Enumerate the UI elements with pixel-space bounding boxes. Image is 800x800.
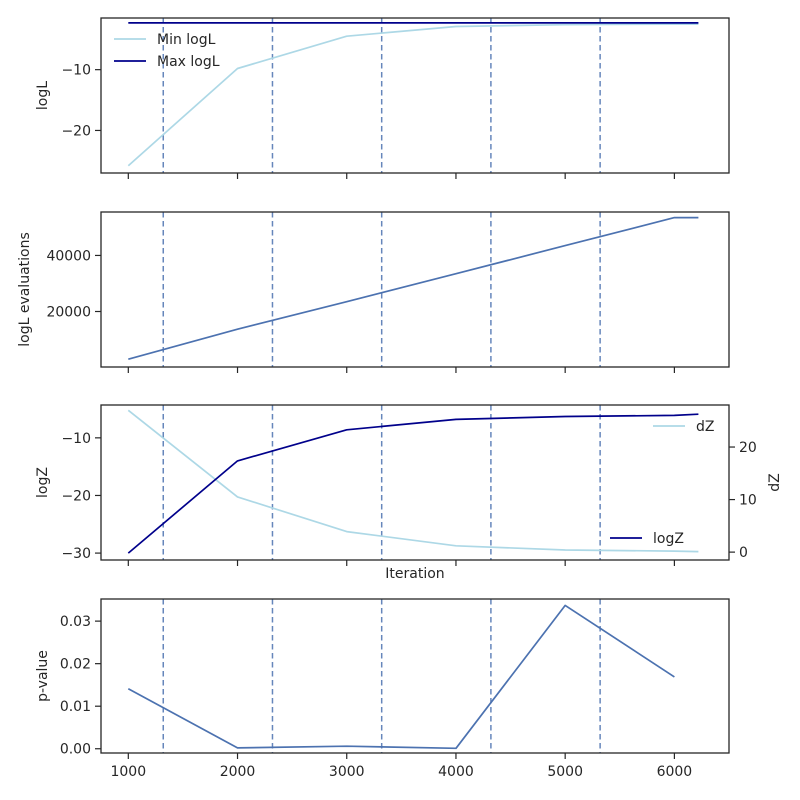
axes-frame	[100, 404, 730, 561]
y-tick-label: 0.01	[60, 699, 91, 715]
series-line-min-logl	[127, 23, 699, 167]
y-tick-label: 0.00	[60, 742, 91, 758]
y2-tick-label: 20	[739, 440, 757, 456]
panel-logl: −10 −20 logL Min logL Max logL	[35, 17, 730, 179]
series-line-pvalue	[127, 604, 675, 750]
legend-label: dZ	[696, 419, 714, 435]
y-tick-label: −30	[61, 546, 91, 562]
y-axis-label: logL evaluations	[17, 232, 33, 347]
y-axis-label: logZ	[35, 467, 51, 498]
x-tick-label: 2000	[220, 764, 256, 780]
x-tick-label: 3000	[329, 764, 365, 780]
x-axis-label: Iteration	[385, 566, 444, 582]
series-line-logz	[127, 413, 699, 554]
y-tick-label: −20	[61, 488, 91, 504]
panel-evals: 40000 20000 logL evaluations	[17, 211, 730, 373]
legend: Min logL Max logL	[114, 32, 220, 70]
x-tick-label: 1000	[110, 764, 146, 780]
legend-label: logZ	[653, 531, 684, 547]
y-tick-label: 0.02	[60, 657, 91, 673]
y-axis-label: logL	[35, 81, 51, 110]
panel-pvalue: 1000 2000 3000 4000 5000 6000 0.03 0.02 0.01 0.00…	[35, 598, 730, 780]
x-tick-label: 5000	[547, 764, 583, 780]
y2-axis-label: dZ	[767, 473, 783, 491]
y2-tick-label: 0	[739, 545, 748, 561]
y-tick-label: 20000	[46, 305, 91, 321]
y-tick-label: 40000	[46, 248, 91, 264]
x-tick-label: 6000	[657, 764, 693, 780]
axes-frame	[100, 211, 730, 368]
x-tick-label: 4000	[438, 764, 474, 780]
legend-label: Min logL	[157, 32, 216, 48]
legend-logz: logZ	[610, 531, 684, 547]
y-tick-label: −10	[61, 63, 91, 79]
axes-frame	[100, 598, 730, 754]
series-line-dz	[127, 409, 699, 553]
legend-label: Max logL	[157, 54, 220, 70]
y2-tick-label: 10	[739, 493, 757, 509]
y-tick-label: −10	[61, 431, 91, 447]
axes-frame	[100, 17, 730, 174]
y-tick-label: 0.03	[60, 614, 91, 630]
panel-logz: −10 −20 −30 20 10 0 dZ logZ Iteration dZ logZ	[35, 404, 783, 582]
series-line-evals	[128, 216, 699, 361]
y-axis-label: p-value	[35, 650, 51, 702]
y-tick-label: −20	[61, 123, 91, 139]
legend-dz: dZ	[653, 419, 714, 435]
